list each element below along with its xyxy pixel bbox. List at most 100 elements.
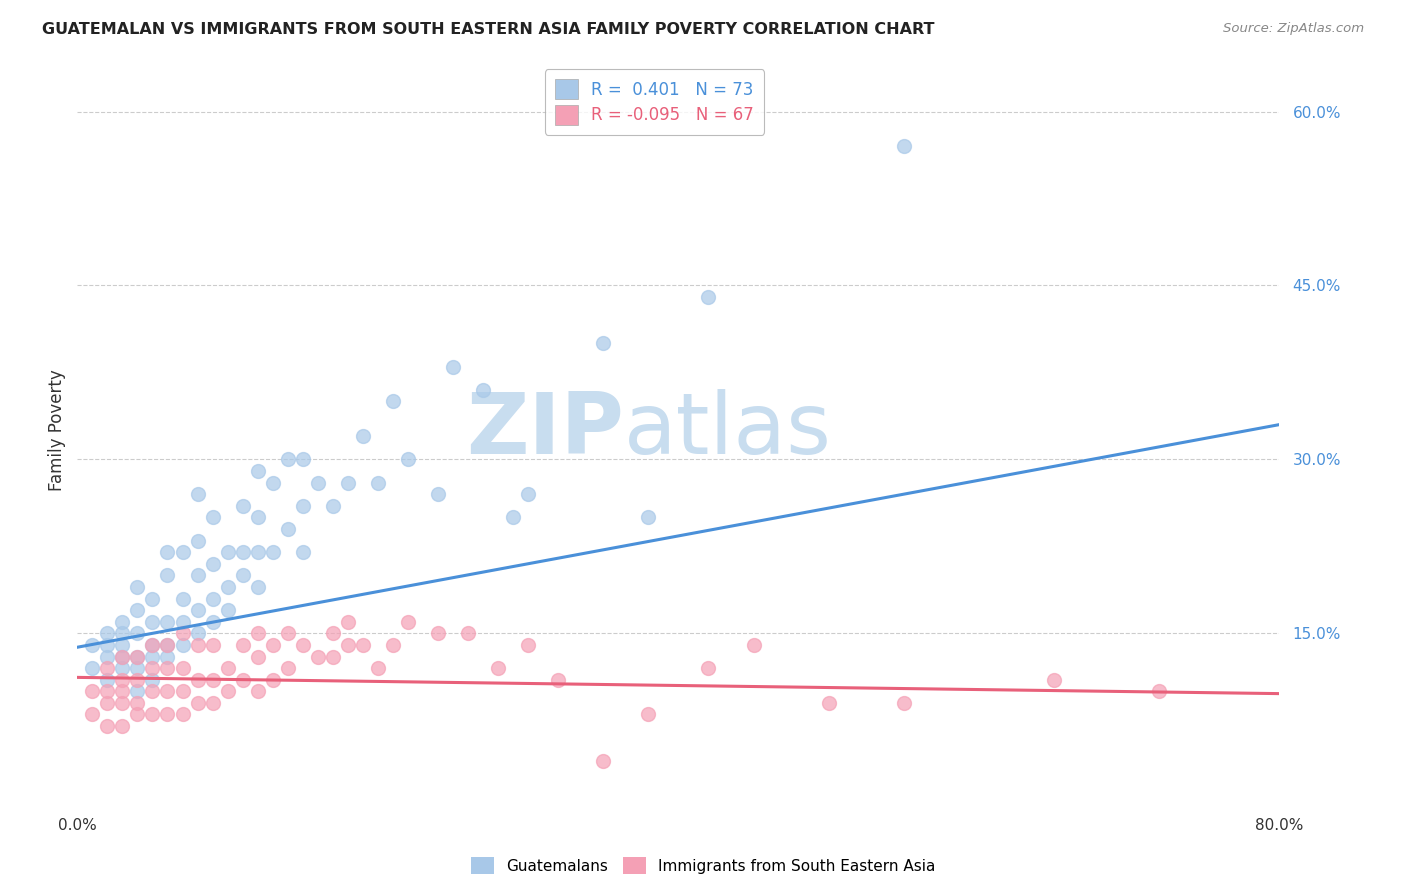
Point <box>893 696 915 710</box>
Point <box>367 475 389 490</box>
Point <box>502 510 524 524</box>
Point <box>127 649 149 664</box>
Point <box>127 673 149 687</box>
Point <box>352 429 374 443</box>
Point <box>697 661 720 675</box>
Text: Source: ZipAtlas.com: Source: ZipAtlas.com <box>1223 22 1364 36</box>
Point <box>187 696 209 710</box>
Point <box>111 649 134 664</box>
Point <box>111 661 134 675</box>
Point <box>127 580 149 594</box>
Point <box>517 487 540 501</box>
Point <box>277 452 299 467</box>
Point <box>201 591 224 606</box>
Point <box>82 684 104 698</box>
Point <box>127 603 149 617</box>
Point <box>232 638 254 652</box>
Point <box>141 673 163 687</box>
Point <box>156 638 179 652</box>
Point <box>517 638 540 652</box>
Point <box>217 580 239 594</box>
Point <box>201 673 224 687</box>
Point <box>441 359 464 374</box>
Point <box>217 603 239 617</box>
Point <box>111 673 134 687</box>
Text: ZIP: ZIP <box>467 389 624 472</box>
Point <box>111 696 134 710</box>
Point <box>246 684 269 698</box>
Point <box>141 638 163 652</box>
Point <box>172 615 194 629</box>
Point <box>187 638 209 652</box>
Point <box>82 661 104 675</box>
Point <box>187 568 209 582</box>
Point <box>232 499 254 513</box>
Point <box>172 661 194 675</box>
Point <box>336 475 359 490</box>
Point <box>187 487 209 501</box>
Point <box>127 626 149 640</box>
Y-axis label: Family Poverty: Family Poverty <box>48 369 66 491</box>
Point <box>307 475 329 490</box>
Point <box>141 684 163 698</box>
Point <box>742 638 765 652</box>
Point <box>322 499 344 513</box>
Point <box>246 464 269 478</box>
Point <box>111 615 134 629</box>
Point <box>201 615 224 629</box>
Point <box>547 673 569 687</box>
Point <box>697 290 720 304</box>
Point <box>336 638 359 652</box>
Point <box>246 545 269 559</box>
Point <box>111 649 134 664</box>
Point <box>427 626 450 640</box>
Point <box>141 591 163 606</box>
Point <box>232 673 254 687</box>
Point <box>246 626 269 640</box>
Point <box>111 684 134 698</box>
Point <box>156 568 179 582</box>
Point <box>291 638 314 652</box>
Point <box>262 475 284 490</box>
Point <box>217 661 239 675</box>
Point <box>637 707 659 722</box>
Point <box>472 383 495 397</box>
Point <box>232 568 254 582</box>
Point <box>127 696 149 710</box>
Text: GUATEMALAN VS IMMIGRANTS FROM SOUTH EASTERN ASIA FAMILY POVERTY CORRELATION CHAR: GUATEMALAN VS IMMIGRANTS FROM SOUTH EAST… <box>42 22 935 37</box>
Point <box>96 626 118 640</box>
Point <box>156 684 179 698</box>
Point <box>201 557 224 571</box>
Point <box>201 510 224 524</box>
Point <box>156 615 179 629</box>
Point <box>156 649 179 664</box>
Point <box>187 603 209 617</box>
Point <box>96 649 118 664</box>
Point <box>817 696 839 710</box>
Point <box>592 336 614 351</box>
Point <box>96 719 118 733</box>
Point <box>96 684 118 698</box>
Point <box>172 707 194 722</box>
Point <box>246 510 269 524</box>
Point <box>381 638 404 652</box>
Point <box>187 533 209 548</box>
Point <box>277 522 299 536</box>
Point <box>141 649 163 664</box>
Point <box>156 707 179 722</box>
Point <box>82 707 104 722</box>
Point <box>381 394 404 409</box>
Point <box>172 591 194 606</box>
Point <box>156 661 179 675</box>
Point <box>396 615 419 629</box>
Point <box>1043 673 1066 687</box>
Point <box>396 452 419 467</box>
Point <box>367 661 389 675</box>
Point <box>172 638 194 652</box>
Point <box>172 626 194 640</box>
Legend: Guatemalans, Immigrants from South Eastern Asia: Guatemalans, Immigrants from South Easte… <box>464 851 942 880</box>
Point <box>246 580 269 594</box>
Point <box>291 545 314 559</box>
Point <box>96 673 118 687</box>
Point <box>262 673 284 687</box>
